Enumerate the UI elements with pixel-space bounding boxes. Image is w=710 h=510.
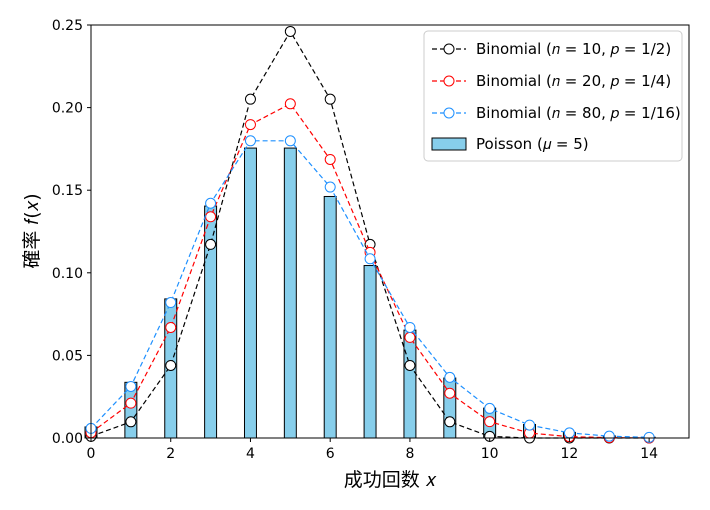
legend-box: [423, 30, 683, 162]
poisson-bar-7: [363, 265, 377, 439]
x-tick-label-12: 12: [560, 446, 578, 462]
series-1-point-4: [244, 119, 256, 131]
series-2-point-4: [244, 135, 256, 147]
series-2-point-3: [205, 197, 217, 209]
x-tick-label-0: 0: [87, 446, 96, 462]
series-1-point-3: [205, 211, 217, 223]
poisson-bars: [84, 147, 656, 439]
legend-label-2: Binomial (𝑛 = 80, 𝑝 = 1/16): [476, 104, 681, 122]
legend-marker-1: [443, 75, 455, 87]
poisson-bar-4: [243, 147, 257, 439]
legend-label-1: Binomial (𝑛 = 20, 𝑝 = 1/4): [476, 72, 671, 90]
poisson-bar-5: [283, 147, 297, 439]
series-1-point-9: [444, 387, 456, 399]
y-tick-label-3: 0.15: [52, 183, 83, 199]
series-0-point-9: [444, 416, 456, 428]
series-0-point-8: [404, 359, 416, 371]
series-1-point-5: [284, 98, 296, 110]
x-axis-label: 成功回数 𝑥: [344, 469, 437, 491]
series-1-point-10: [484, 416, 496, 428]
legend-marker-3: [431, 137, 467, 151]
series-1-point-8: [404, 331, 416, 343]
series-2-point-10: [484, 402, 496, 414]
series-0-point-5: [284, 25, 296, 37]
series-2-point-13: [603, 430, 615, 442]
legend-label-0: Binomial (𝑛 = 10, 𝑝 = 1/2): [476, 40, 671, 58]
series-2-point-1: [125, 380, 137, 392]
plot-frame: [90, 24, 690, 439]
series-2-point-14: [643, 431, 655, 443]
legend-label-3: Poisson (𝜇 = 5): [476, 135, 589, 153]
series-0-point-3: [205, 238, 217, 250]
series-2-point-9: [444, 371, 456, 383]
y-tick-label-0: 0.00: [52, 431, 83, 447]
series-2-point-7: [364, 253, 376, 265]
y-tick-label-1: 0.05: [52, 348, 83, 364]
y-tick-label-4: 0.20: [52, 101, 83, 117]
legend-marker-0: [443, 43, 455, 55]
series-1-point-6: [324, 153, 336, 165]
series-2-point-11: [524, 419, 536, 431]
series-2-point-8: [404, 321, 416, 333]
series-1-point-2: [165, 321, 177, 333]
x-tick-label-2: 2: [166, 446, 175, 462]
series-2-point-6: [324, 181, 336, 193]
x-tick-label-8: 8: [405, 446, 414, 462]
series-0-point-2: [165, 359, 177, 371]
poisson-bar-6: [323, 195, 337, 439]
x-tick-label-4: 4: [246, 446, 255, 462]
legend-marker-2: [443, 107, 455, 119]
y-tick-label-2: 0.10: [52, 266, 83, 282]
series-2-point-12: [563, 427, 575, 439]
poisson-bar-8: [403, 329, 417, 439]
series-2-point-5: [284, 135, 296, 147]
series-0-point-4: [244, 93, 256, 105]
y-axis-label: 確率 𝑓(𝑥): [21, 193, 43, 268]
series-0-point-6: [324, 93, 336, 105]
y-axis-ticks: 0.00 0.05 0.10 0.15 0.20 0.25: [52, 18, 91, 447]
x-tick-label-10: 10: [481, 446, 499, 462]
series-1-point-1: [125, 397, 137, 409]
y-tick-label-5: 0.25: [52, 18, 83, 34]
series-0-point-1: [125, 416, 137, 428]
x-tick-label-14: 14: [640, 446, 658, 462]
x-tick-label-6: 6: [326, 446, 335, 462]
legend: Binomial (𝑛 = 10, 𝑝 = 1/2) Binomial (𝑛 = …: [423, 30, 683, 162]
series-2-point-2: [165, 297, 177, 309]
x-axis-ticks: 0 2 4 6 8 10 12 14: [87, 438, 658, 462]
